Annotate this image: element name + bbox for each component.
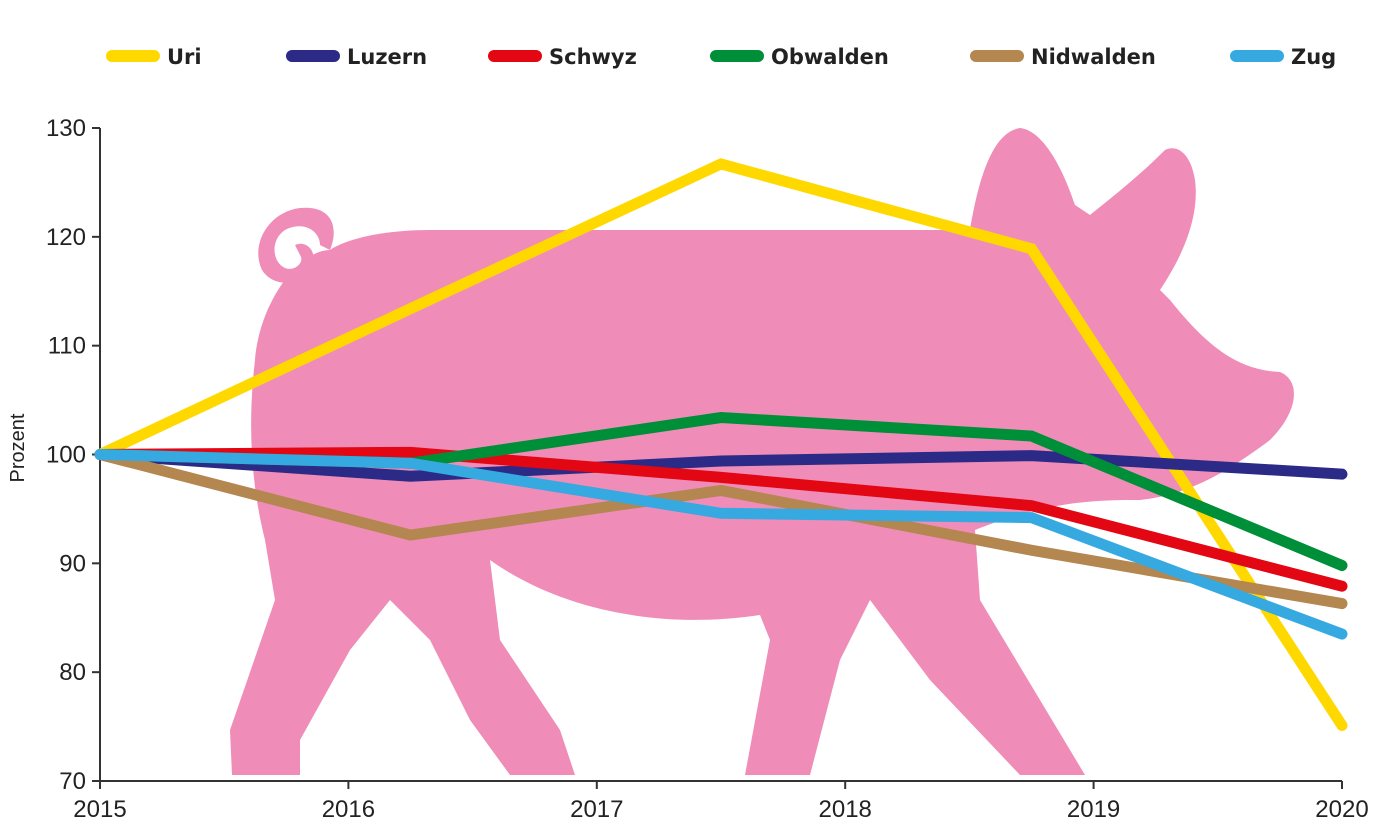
x-tick-label: 2018: [819, 796, 872, 823]
legend-label-schwyz: Schwyz: [549, 45, 637, 69]
y-tick-label: 80: [59, 659, 86, 686]
y-tick-label: 120: [46, 224, 86, 251]
y-axis-label: Prozent: [7, 413, 29, 482]
x-tick-label: 2019: [1067, 796, 1120, 823]
y-tick-label: 70: [59, 768, 86, 795]
legend-label-obwalden: Obwalden: [771, 45, 889, 69]
pig-silhouette: [230, 128, 1294, 775]
legend-label-zug: Zug: [1291, 45, 1336, 69]
x-tick-label: 2017: [570, 796, 623, 823]
legend-label-nidwalden: Nidwalden: [1031, 45, 1156, 69]
y-tick-label: 90: [59, 550, 86, 577]
x-tick-label: 2020: [1315, 796, 1368, 823]
legend-label-uri: Uri: [167, 45, 202, 69]
y-tick-label: 110: [48, 333, 86, 360]
legend-label-luzern: Luzern: [347, 45, 427, 69]
y-tick-label: 100: [46, 442, 86, 469]
axes: 70 80 90 100 110 120 130 2015 2016 2017 2018 2019 20…: [46, 115, 1369, 823]
x-tick-label: 2016: [322, 796, 375, 823]
series-lines: [94, 158, 1348, 731]
legend: Uri Luzern Schwyz Obwalden Nidwalden Zug: [106, 45, 1336, 69]
x-tick-label: 2015: [73, 796, 126, 823]
y-tick-label: 130: [46, 115, 86, 142]
